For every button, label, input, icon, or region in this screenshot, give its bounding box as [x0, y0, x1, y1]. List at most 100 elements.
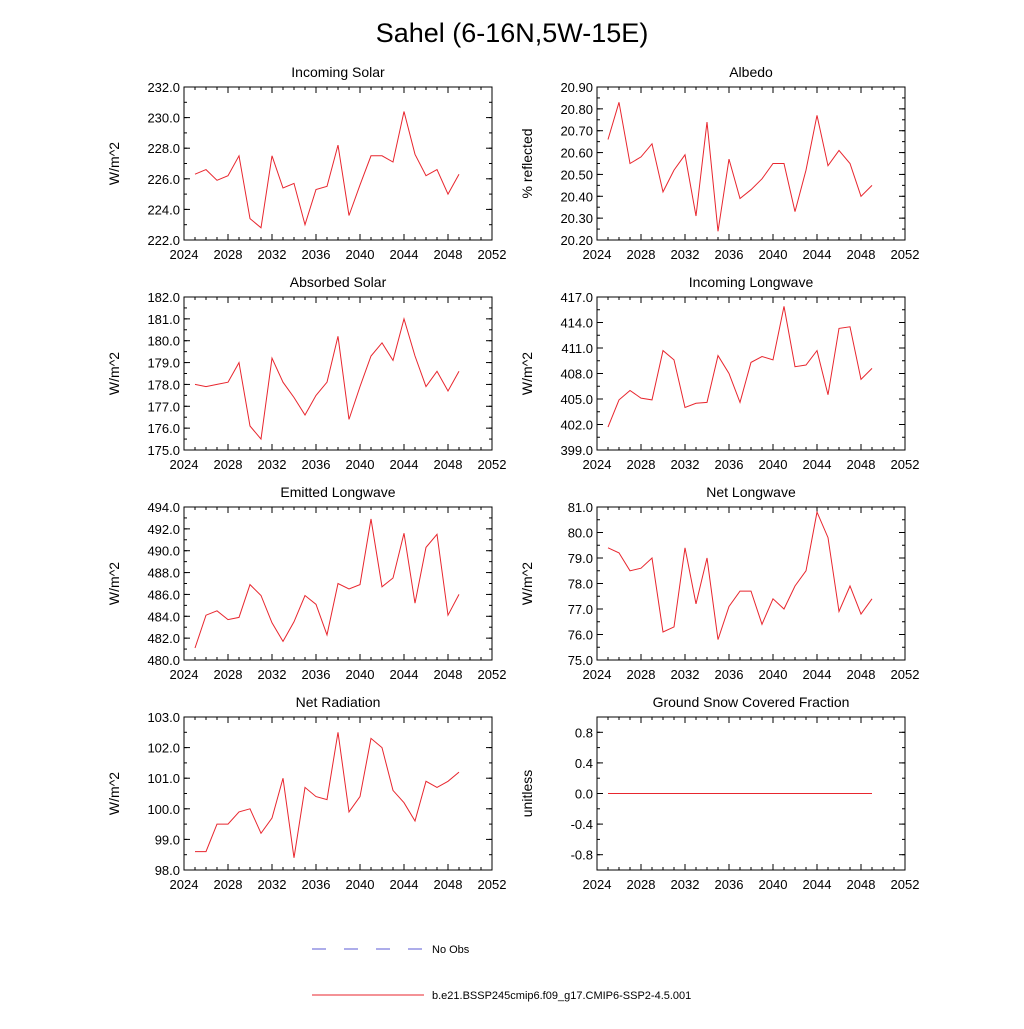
y-tick-label: 20.70: [560, 124, 593, 139]
y-tick-label: 20.20: [560, 233, 593, 248]
y-tick-label: 99.0: [155, 832, 180, 847]
y-tick-label: 232.0: [147, 80, 180, 95]
y-tick-label: 414.0: [560, 316, 593, 331]
y-tick-label: 175.0: [147, 443, 180, 458]
y-tick-label: 494.0: [147, 500, 180, 515]
x-tick-label: 2028: [214, 667, 243, 682]
x-tick-label: 2032: [258, 457, 287, 472]
figure-title: Sahel (6-16N,5W-15E): [376, 18, 649, 48]
y-tick-label: 405.0: [560, 392, 593, 407]
y-axis-label: W/m^2: [106, 562, 122, 605]
x-tick-label: 2040: [346, 667, 375, 682]
y-tick-label: 492.0: [147, 522, 180, 537]
x-tick-label: 2052: [478, 877, 507, 892]
series-line: [608, 512, 872, 640]
panel-title: Absorbed Solar: [290, 274, 387, 290]
y-tick-label: 0.4: [575, 756, 593, 771]
x-tick-label: 2024: [583, 457, 612, 472]
y-tick-label: 411.0: [561, 341, 593, 356]
x-tick-label: 2044: [390, 457, 419, 472]
x-tick-label: 2048: [847, 877, 876, 892]
y-tick-label: 486.0: [147, 587, 180, 602]
y-tick-label: 20.50: [560, 167, 593, 182]
panel-title: Net Radiation: [296, 694, 381, 710]
x-tick-label: 2028: [627, 667, 656, 682]
x-tick-label: 2032: [258, 667, 287, 682]
y-tick-label: -0.8: [571, 848, 593, 863]
x-tick-label: 2048: [847, 457, 876, 472]
panel-title: Net Longwave: [706, 484, 796, 500]
x-tick-label: 2040: [346, 247, 375, 262]
x-tick-label: 2048: [434, 247, 463, 262]
plot-frame: [184, 297, 492, 450]
y-tick-label: 81.0: [568, 500, 593, 515]
panel-title: Emitted Longwave: [280, 484, 395, 500]
y-tick-label: 179.0: [147, 356, 180, 371]
x-tick-label: 2028: [214, 247, 243, 262]
y-axis-label: unitless: [519, 770, 535, 817]
y-tick-label: 0.8: [575, 725, 593, 740]
x-tick-label: 2036: [715, 247, 744, 262]
y-tick-label: 399.0: [560, 443, 593, 458]
y-tick-label: 176.0: [147, 421, 180, 436]
x-tick-label: 2040: [759, 247, 788, 262]
x-tick-label: 2028: [214, 457, 243, 472]
y-axis-label: W/m^2: [519, 352, 535, 395]
y-tick-label: 182.0: [147, 290, 180, 305]
x-tick-label: 2052: [478, 457, 507, 472]
y-tick-label: 224.0: [147, 202, 180, 217]
x-tick-label: 2040: [346, 877, 375, 892]
legend: No Obs b.e21.BSSP245cmip6.f09_g17.CMIP6-…: [312, 944, 691, 1002]
x-tick-label: 2024: [583, 877, 612, 892]
y-tick-label: 408.0: [560, 367, 593, 382]
plot-frame: [184, 87, 492, 240]
x-tick-label: 2052: [891, 457, 920, 472]
series-line: [195, 319, 459, 439]
y-tick-label: 103.0: [147, 710, 180, 725]
x-tick-label: 2032: [671, 457, 700, 472]
x-tick-label: 2032: [258, 247, 287, 262]
x-tick-label: 2040: [759, 877, 788, 892]
x-tick-label: 2048: [434, 457, 463, 472]
y-tick-label: 75.0: [568, 653, 593, 668]
x-tick-label: 2052: [891, 667, 920, 682]
y-tick-label: 20.30: [560, 211, 593, 226]
legend-label-no-obs: No Obs: [432, 944, 470, 956]
y-tick-label: 488.0: [147, 566, 180, 581]
y-tick-label: 484.0: [147, 609, 180, 624]
x-tick-label: 2048: [847, 667, 876, 682]
y-axis-label: W/m^2: [106, 142, 122, 185]
x-tick-label: 2024: [170, 877, 199, 892]
x-tick-label: 2044: [803, 877, 832, 892]
y-tick-label: 79.0: [568, 551, 593, 566]
x-tick-label: 2024: [583, 667, 612, 682]
series-line: [195, 112, 459, 228]
x-tick-label: 2048: [434, 877, 463, 892]
y-tick-label: 78.0: [568, 577, 593, 592]
x-tick-label: 2044: [803, 247, 832, 262]
x-tick-label: 2048: [847, 247, 876, 262]
x-tick-label: 2036: [715, 877, 744, 892]
x-tick-label: 2036: [715, 667, 744, 682]
series-line: [195, 732, 459, 858]
x-tick-label: 2040: [759, 457, 788, 472]
x-tick-label: 2024: [170, 667, 199, 682]
x-tick-label: 2048: [434, 667, 463, 682]
y-tick-label: 402.0: [560, 418, 593, 433]
y-tick-label: 20.40: [560, 189, 593, 204]
x-tick-label: 2044: [803, 667, 832, 682]
x-tick-label: 2024: [583, 247, 612, 262]
plot-frame: [597, 297, 905, 450]
y-tick-label: 102.0: [147, 741, 180, 756]
panel-title: Ground Snow Covered Fraction: [653, 694, 850, 710]
x-tick-label: 2052: [478, 667, 507, 682]
panel-title: Albedo: [729, 64, 773, 80]
x-tick-label: 2036: [715, 457, 744, 472]
x-tick-label: 2032: [258, 877, 287, 892]
